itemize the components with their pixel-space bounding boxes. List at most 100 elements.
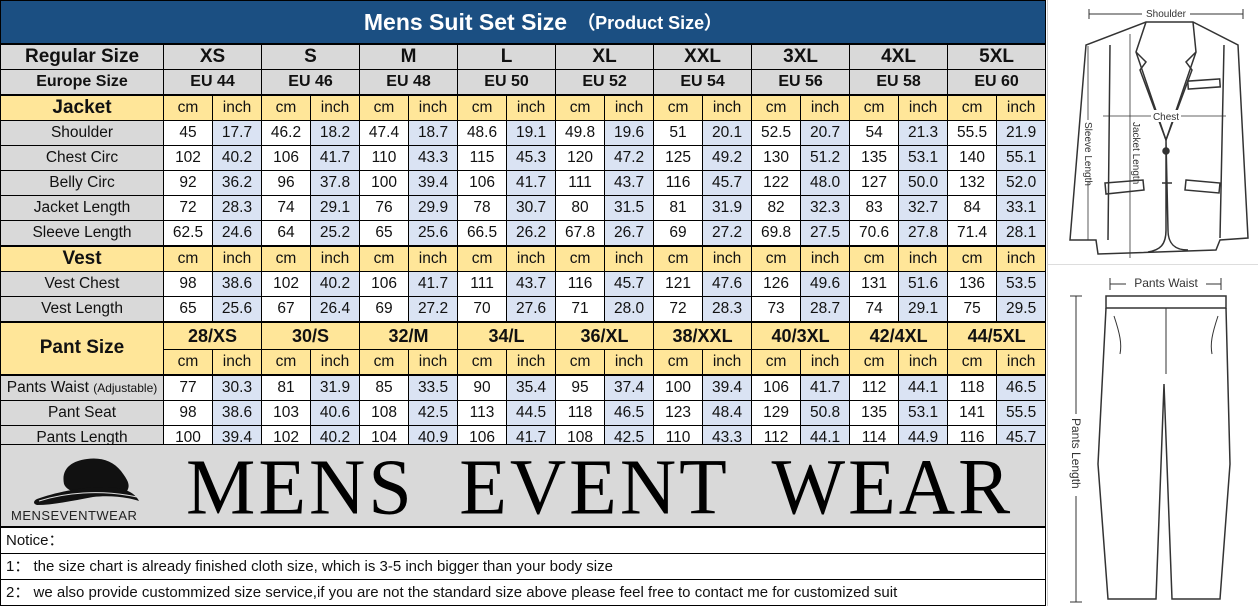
- value-inch: 40.2: [211, 145, 263, 171]
- value-cm: 132: [947, 170, 998, 196]
- jacket-diagram: Shoulder Chest Jacket Length Sleeve Leng…: [1069, 6, 1249, 258]
- eu-size-header: EU 52: [555, 69, 655, 96]
- value-cm: 120: [555, 145, 606, 171]
- row-label: Belly Circ: [0, 170, 164, 196]
- value-cm: 135: [849, 399, 900, 426]
- unit-cm: cm: [653, 245, 704, 272]
- value-cm: 106: [261, 145, 312, 171]
- unit-inch: inch: [702, 348, 753, 375]
- value-cm: 85: [359, 373, 410, 401]
- unit-inch: inch: [604, 94, 655, 121]
- value-cm: 52.5: [751, 120, 802, 146]
- unit-cm: cm: [163, 245, 213, 272]
- chest-label: Chest: [1153, 112, 1179, 123]
- value-inch: 19.6: [604, 120, 655, 146]
- value-cm: 98: [163, 271, 213, 297]
- value-cm: 90: [457, 373, 508, 401]
- unit-inch: inch: [800, 94, 851, 121]
- value-inch: 29.5: [996, 296, 1047, 323]
- value-inch: 55.1: [996, 145, 1047, 171]
- value-cm: 111: [555, 170, 606, 196]
- unit-inch: inch: [408, 94, 459, 121]
- unit-cm: cm: [359, 94, 410, 121]
- value-cm: 129: [751, 399, 802, 426]
- jacket-length-label: Jacket Length: [1130, 122, 1141, 184]
- value-cm: 123: [653, 399, 704, 426]
- value-inch: 37.8: [310, 170, 361, 196]
- unit-cm: cm: [947, 94, 998, 121]
- value-cm: 69: [359, 296, 410, 323]
- table-row: Pants Waist (Adjustable) 77 30.3 81 31.9 85 33…: [0, 373, 1047, 401]
- value-cm: 106: [359, 271, 410, 297]
- pant-size-header: 42/4XL: [849, 321, 949, 350]
- eu-size-header: EU 50: [457, 69, 557, 96]
- value-inch: 31.9: [702, 195, 753, 221]
- value-cm: 131: [849, 271, 900, 297]
- pant-size-header: 30/S: [261, 321, 361, 350]
- value-inch: 52.0: [996, 170, 1047, 196]
- value-cm: 110: [359, 145, 410, 171]
- row-label-text: Vest Length: [41, 300, 123, 317]
- unit-inch: inch: [211, 245, 263, 272]
- value-cm: 116: [653, 170, 704, 196]
- unit-cm: cm: [947, 245, 998, 272]
- table-row: Chest Circ 102 40.2 106 41.7 110 43.3 115 45.3 12…: [0, 145, 1047, 171]
- vest-section-label: Vest: [0, 245, 164, 272]
- unit-cm: cm: [457, 245, 508, 272]
- unit-inch: inch: [604, 245, 655, 272]
- table-row: Jacket Length 72 28.3 74 29.1 76 29.9 78 30.7 80 3…: [0, 195, 1047, 221]
- row-label-text: Belly Circ: [49, 174, 115, 191]
- unit-cm: cm: [163, 94, 213, 121]
- value-inch: 29.9: [408, 195, 459, 221]
- value-cm: 46.2: [261, 120, 312, 146]
- value-inch: 37.4: [604, 373, 655, 401]
- value-inch: 28.1: [996, 220, 1047, 247]
- size-header: XS: [162, 44, 263, 70]
- value-inch: 49.6: [800, 271, 851, 297]
- unit-cm: cm: [457, 94, 508, 121]
- value-cm: 76: [359, 195, 410, 221]
- value-cm: 81: [653, 195, 704, 221]
- value-cm: 102: [163, 145, 213, 171]
- size-chart: Mens Suit Set Size （Product Size） Regula…: [0, 0, 1047, 606]
- value-inch: 55.5: [996, 399, 1047, 426]
- value-cm: 121: [653, 271, 704, 297]
- table-row: Pant Seat 98 38.6 103 40.6 108 42.5 113 44.5 118 4…: [0, 399, 1047, 426]
- pant-size-row: Pant Size 28/XS 30/S 32/M 34/L 36/XL 38/XXL 40/…: [0, 321, 1047, 375]
- value-cm: 118: [555, 399, 606, 426]
- value-cm: 48.6: [457, 120, 508, 146]
- size-header: 5XL: [947, 44, 1047, 70]
- pant-size-header: 32/M: [359, 321, 459, 350]
- value-cm: 70: [457, 296, 508, 323]
- regular-size-row: Regular Size XS S M L XL XXL 3XL 4XL 5XL: [0, 44, 1047, 70]
- value-inch: 27.2: [408, 296, 459, 323]
- value-inch: 46.5: [996, 373, 1047, 401]
- value-inch: 27.6: [506, 296, 557, 323]
- jacket-section-row: Jacket cm inch cm inch cm inch cm inch cm inch cm in…: [0, 94, 1047, 121]
- chart-title: Mens Suit Set Size: [363, 8, 568, 35]
- row-label: Shoulder: [0, 120, 164, 146]
- value-inch: 27.2: [702, 220, 753, 247]
- value-cm: 98: [163, 399, 213, 426]
- value-inch: 50.8: [800, 399, 851, 426]
- row-label: Jacket Length: [0, 195, 164, 221]
- value-cm: 70.6: [849, 220, 900, 247]
- row-label-text: Pant Seat: [47, 403, 117, 421]
- value-inch: 27.8: [898, 220, 949, 247]
- logo-text: MENSEVENTWEAR: [11, 508, 138, 523]
- pants-diagram: Pants Waist Pants Length: [1069, 275, 1231, 603]
- value-inch: 25.6: [211, 296, 263, 323]
- value-cm: 78: [457, 195, 508, 221]
- banner-text: MENS EVENT WEAR: [186, 442, 1014, 531]
- value-cm: 82: [751, 195, 802, 221]
- row-label: Pants Waist (Adjustable): [0, 373, 164, 401]
- value-inch: 40.6: [310, 399, 361, 426]
- value-cm: 130: [751, 145, 802, 171]
- value-inch: 25.2: [310, 220, 361, 247]
- size-header: XL: [555, 44, 655, 70]
- value-inch: 25.6: [408, 220, 459, 247]
- value-cm: 102: [261, 271, 312, 297]
- unit-inch: inch: [408, 245, 459, 272]
- unit-inch: inch: [800, 348, 851, 375]
- value-inch: 32.3: [800, 195, 851, 221]
